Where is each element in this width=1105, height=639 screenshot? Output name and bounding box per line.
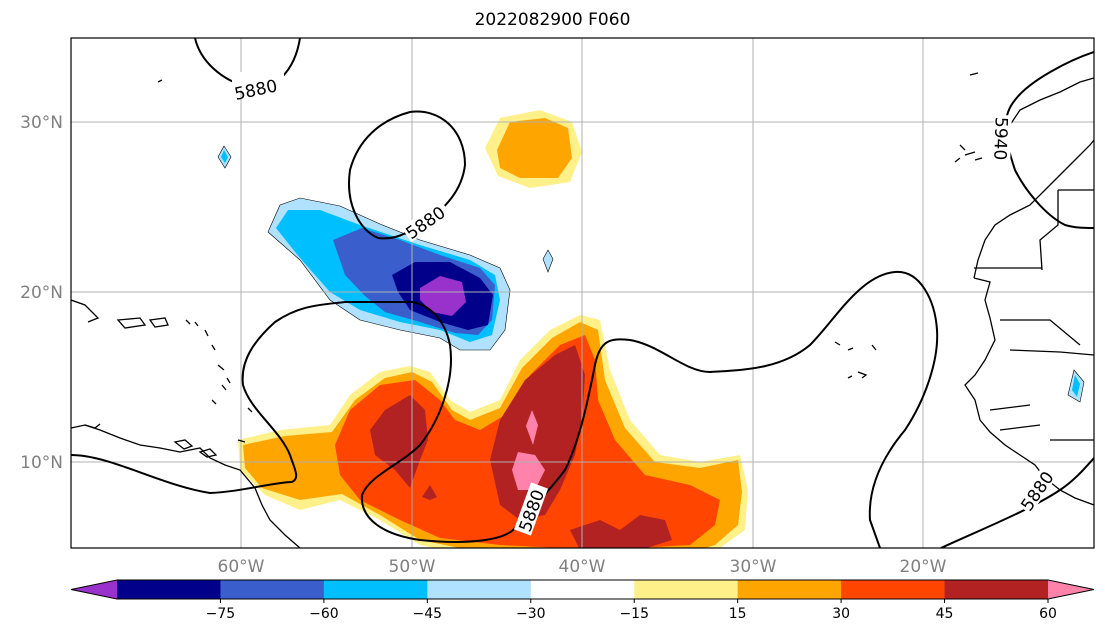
colorbar-tick-label: 15 <box>729 606 747 622</box>
shade-pos-75 <box>526 410 538 445</box>
colorbar-tick-label: 30 <box>832 606 850 622</box>
chart-title: 2022082900 F060 <box>474 10 631 30</box>
lon-tick-label: 60°W <box>218 557 265 577</box>
lon-tick-label: 20°W <box>900 557 947 577</box>
shade-pos-60d <box>422 485 437 500</box>
colorbar-tick-label: −15 <box>619 606 649 622</box>
height-contours <box>71 38 1094 548</box>
contour-label: 5880 <box>1017 468 1058 515</box>
colorbar-tick-label: −30 <box>516 606 546 622</box>
map-frame <box>70 37 1095 549</box>
lat-tick-labels: 30°N 20°N 10°N <box>20 113 63 473</box>
colorbar: −75−60−45−30−151530456075 <box>70 579 1095 622</box>
colorbar-swatch <box>634 580 739 599</box>
gridlines <box>71 38 1094 548</box>
colorbar-extend-right <box>1048 580 1094 599</box>
colorbar-swatch <box>841 580 946 599</box>
colorbar-tick-label: −45 <box>413 606 443 622</box>
lat-tick-label: 20°N <box>20 283 63 303</box>
lon-tick-label: 50°W <box>389 557 436 577</box>
shade-pos-30 <box>497 118 572 178</box>
colorbar-swatch <box>530 580 635 599</box>
colorbar-swatch <box>427 580 532 599</box>
colorbar-swatch <box>117 580 221 599</box>
colorbar-swatch <box>737 580 842 599</box>
shade-pos-60 <box>370 395 428 488</box>
colorbar-tick-label: −60 <box>309 606 339 622</box>
lon-tick-labels: 60°W 50°W 40°W 30°W 20°W <box>218 557 947 577</box>
contour-label: 5940 <box>989 117 1010 161</box>
colorbar-extend-left <box>71 580 117 599</box>
shade-neg-75 <box>420 276 466 316</box>
colorbar-swatch <box>323 580 428 599</box>
lon-tick-label: 40°W <box>559 557 606 577</box>
colorbar-swatch <box>944 580 1049 599</box>
anomaly-shading <box>217 110 1085 548</box>
colorbar-outline <box>70 579 1095 600</box>
colorbar-swatch <box>220 580 325 599</box>
colorbar-tick-label: 45 <box>936 606 954 622</box>
lon-tick-label: 30°W <box>730 557 777 577</box>
colorbar-tick-label: 60 <box>1039 606 1057 622</box>
shade-pos-60c <box>570 515 672 548</box>
colorbar-tick-label: −75 <box>206 606 236 622</box>
lat-tick-label: 30°N <box>20 113 63 133</box>
lat-tick-label: 10°N <box>20 453 63 473</box>
coastlines <box>71 72 1094 548</box>
